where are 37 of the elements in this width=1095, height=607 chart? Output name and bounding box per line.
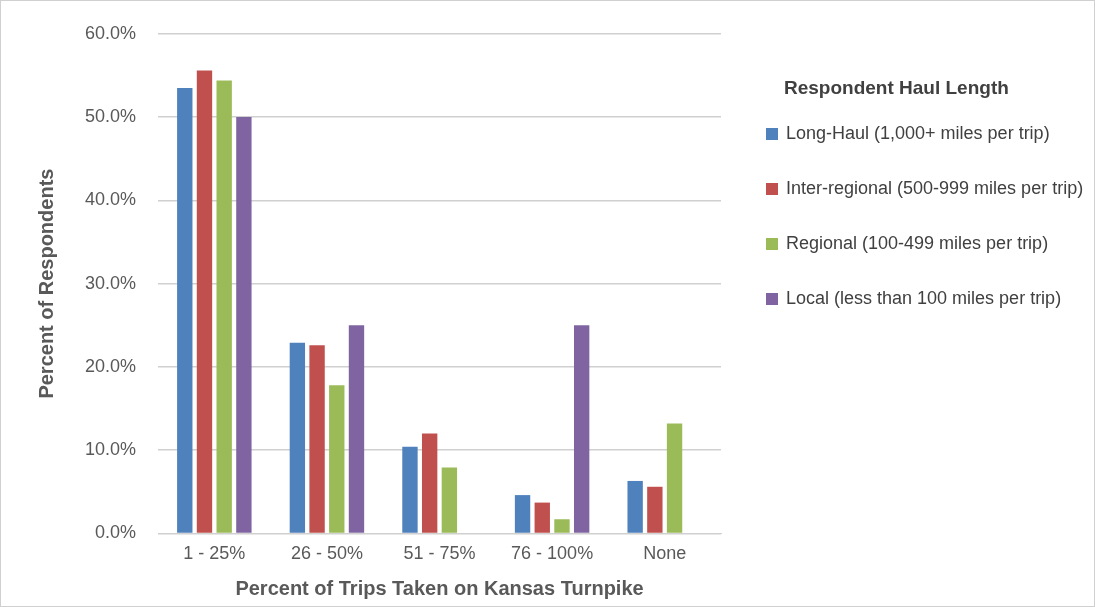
bar (573, 325, 590, 533)
legend-title: Respondent Haul Length (784, 77, 1010, 99)
y-tick-label: 30.0% (84, 272, 137, 293)
x-tick-label: 76 - 100% (511, 543, 594, 564)
bar (236, 117, 252, 533)
bar (627, 480, 643, 533)
legend-label: Regional (100-499 miles per trip) (786, 232, 1049, 255)
legend-label: Local (less than 100 miles per trip) (786, 287, 1062, 310)
y-tick-label: 40.0% (84, 189, 137, 210)
y-tick-label: 60.0% (84, 22, 137, 43)
legend-label: Inter-regional (500-999 miles per trip) (786, 177, 1084, 200)
x-axis-title: Percent of Trips Taken on Kansas Turnpike (235, 576, 644, 599)
bar (647, 486, 663, 533)
x-tick-label: None (643, 543, 687, 564)
bar (348, 325, 365, 533)
bar (514, 495, 531, 533)
bar (441, 467, 458, 533)
y-tick-label: 10.0% (84, 439, 137, 460)
bar (216, 80, 232, 533)
bar (421, 433, 438, 533)
bar (402, 446, 418, 533)
bar (289, 342, 306, 533)
y-tick-label: 20.0% (84, 355, 137, 376)
legend-label: Long-Haul (1,000+ miles per trip) (786, 122, 1050, 145)
y-tick-label: 0.0% (95, 522, 137, 543)
bar (329, 385, 345, 533)
x-tick-label: 1 - 25% (183, 543, 246, 564)
bar (534, 502, 550, 533)
bar (666, 423, 683, 533)
y-axis-title: Percent of Respondents (34, 168, 57, 399)
x-tick-label: 51 - 75% (403, 543, 476, 564)
x-tick-label: 26 - 50% (290, 543, 363, 564)
bar (196, 70, 213, 533)
bar (177, 87, 193, 533)
bar (309, 345, 325, 533)
y-tick-label: 50.0% (84, 106, 137, 127)
bar (554, 519, 570, 533)
